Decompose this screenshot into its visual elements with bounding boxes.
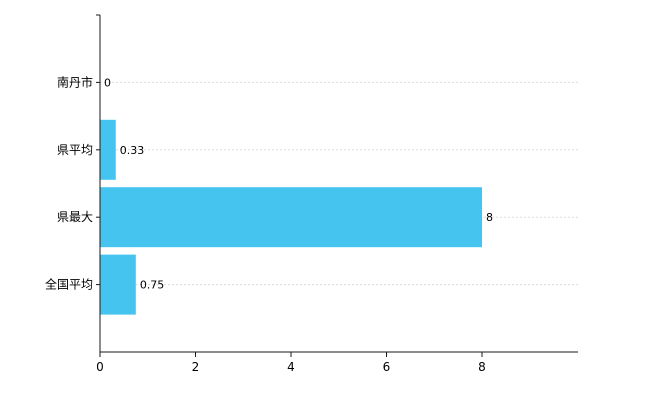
x-axis-tick-label: 0 (96, 360, 104, 374)
bar (100, 187, 482, 248)
category-label: 県平均 (57, 143, 93, 157)
bar (100, 119, 116, 180)
category-label: 県最大 (57, 210, 93, 224)
x-axis-tick-label: 4 (287, 360, 295, 374)
category-label: 南丹市 (57, 74, 93, 89)
bar (100, 254, 136, 315)
x-axis-tick-label: 8 (478, 360, 486, 374)
bar-value-label: 0 (104, 76, 111, 89)
bar-value-label: 0.75 (140, 279, 165, 292)
x-axis-tick-label: 2 (192, 360, 200, 374)
x-axis-tick-label: 6 (383, 360, 391, 374)
bar-value-label: 8 (486, 211, 493, 224)
category-label: 全国平均 (45, 277, 93, 292)
bar-value-label: 0.33 (120, 144, 145, 157)
